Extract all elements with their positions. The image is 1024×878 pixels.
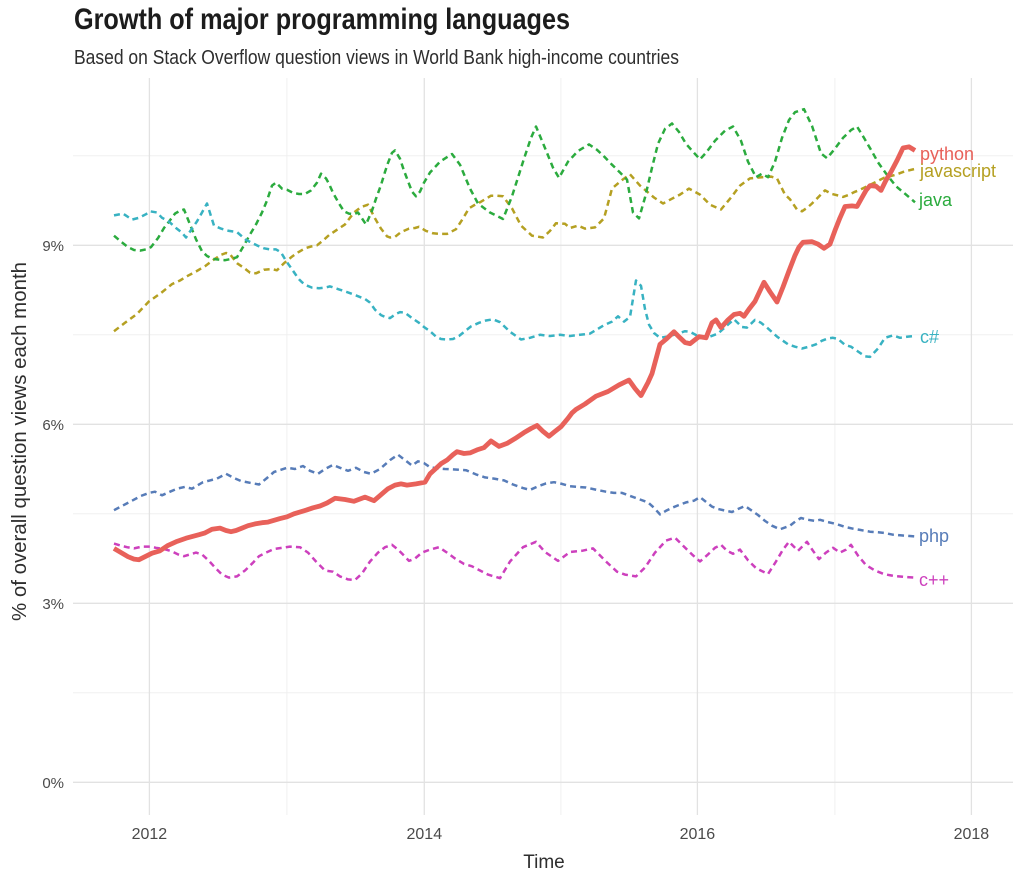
svg-text:9%: 9% [42, 238, 64, 255]
svg-text:c++: c++ [919, 570, 949, 590]
svg-text:Based on Stack Overflow questi: Based on Stack Overflow question views i… [74, 47, 679, 69]
svg-text:2014: 2014 [407, 826, 443, 843]
svg-text:2018: 2018 [954, 826, 990, 843]
svg-text:2016: 2016 [680, 826, 716, 843]
svg-text:2012: 2012 [132, 826, 168, 843]
svg-text:Growth of major programming la: Growth of major programming languages [74, 3, 570, 36]
svg-text:c#: c# [920, 327, 939, 347]
svg-text:0%: 0% [42, 775, 64, 792]
svg-text:% of overall question views ea: % of overall question views each month [9, 262, 31, 621]
svg-text:6%: 6% [42, 417, 64, 434]
svg-text:javascript: javascript [919, 161, 996, 181]
svg-text:java: java [918, 190, 953, 210]
svg-text:3%: 3% [42, 596, 64, 613]
svg-text:python: python [920, 144, 974, 164]
svg-text:php: php [919, 526, 949, 546]
svg-text:Time: Time [523, 852, 565, 873]
